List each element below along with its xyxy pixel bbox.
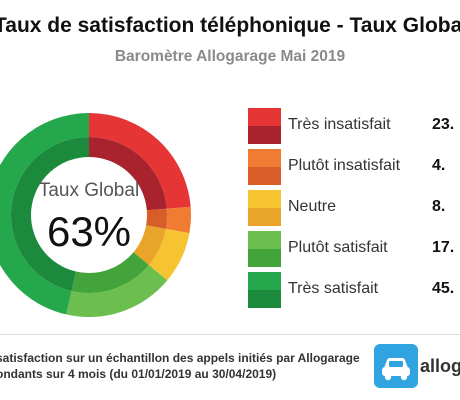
legend-label: Très insatisfait xyxy=(288,116,391,133)
legend-swatch xyxy=(248,149,281,185)
donut-slice-outer-plutot-insatisfait xyxy=(165,206,191,234)
swatch-light xyxy=(248,108,281,126)
legend-swatch xyxy=(248,231,281,267)
swatch-dark xyxy=(248,167,281,185)
legend-label: Plutôt satisfait xyxy=(288,239,388,256)
legend-item-plutot-insatisfait: Plutôt insatisfait 4. xyxy=(248,149,460,185)
legend-value: 17. xyxy=(432,239,455,256)
donut-slice-outer-plutot-satisfait xyxy=(66,265,168,317)
swatch-light xyxy=(248,272,281,290)
legend-item-tres-satisfait: Très satisfait 45. xyxy=(248,272,460,308)
donut-slice-outer-tres-satisfait xyxy=(0,113,89,315)
car-icon xyxy=(374,344,418,388)
legend-swatch xyxy=(248,108,281,144)
legend-value: 45. xyxy=(432,280,455,297)
swatch-dark xyxy=(248,208,281,226)
center-label: Taux Global xyxy=(39,180,139,201)
footer-divider xyxy=(0,334,460,335)
center-value: 63% xyxy=(47,208,131,255)
chart-title: Taux de satisfaction téléphonique - Taux… xyxy=(0,14,460,37)
legend-item-plutot-satisfait: Plutôt satisfait 17. xyxy=(248,231,460,267)
swatch-dark xyxy=(248,126,281,144)
donut-slice-outer-tres-insatisfait xyxy=(89,113,191,209)
legend-label: Plutôt insatisfait xyxy=(288,157,401,174)
donut-slice-outer-neutre xyxy=(148,228,190,281)
legend-item-neutre: Neutre 8. xyxy=(248,190,460,226)
donut-slice-inner-neutre xyxy=(133,225,166,266)
legend-label: Très satisfait xyxy=(288,280,379,297)
legend-item-tres-insatisfait: Très insatisfait 23. xyxy=(248,108,460,144)
swatch-light xyxy=(248,231,281,249)
legend-value: 8. xyxy=(432,198,446,215)
logo-text: allogar xyxy=(420,356,460,376)
legend-value: 4. xyxy=(432,157,446,174)
legend-swatch xyxy=(248,272,281,308)
footer-note: satisfaction sur un échantillon des appe… xyxy=(0,350,360,382)
donut-slice-inner-plutot-satisfait xyxy=(71,252,149,293)
footer-line-2: ondants sur 4 mois (du 01/01/2019 au 30/… xyxy=(0,367,277,381)
swatch-dark xyxy=(248,249,281,267)
legend-label: Neutre xyxy=(288,198,337,215)
legend-value: 23. xyxy=(432,116,455,133)
footer-line-1: satisfaction sur un échantillon des appe… xyxy=(0,351,360,365)
swatch-dark xyxy=(248,290,281,308)
swatch-light xyxy=(248,190,281,208)
legend-swatch xyxy=(248,190,281,226)
swatch-light xyxy=(248,149,281,167)
donut-slice-inner-tres-insatisfait xyxy=(89,137,167,211)
donut-slice-inner-plutot-insatisfait xyxy=(146,208,168,229)
donut-slice-inner-tres-satisfait xyxy=(10,137,89,292)
chart-subtitle: Baromètre Allogarage Mai 2019 xyxy=(114,48,346,65)
